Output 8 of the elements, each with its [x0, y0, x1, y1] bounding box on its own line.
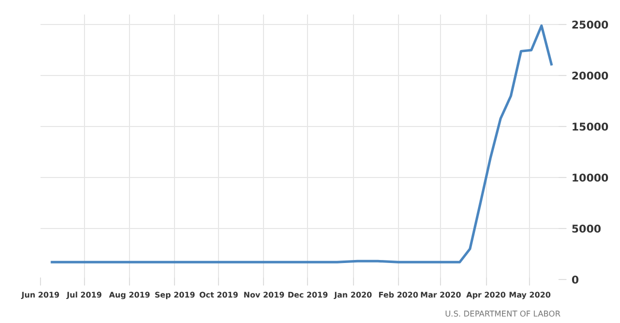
y-tick-label: 20000: [572, 70, 609, 83]
y-tick-label: 5000: [572, 222, 602, 236]
y-tick-label: 25000: [572, 18, 609, 32]
line-series: [49, 24, 553, 264]
text: U.S. DEPARTMENT OF LABOR: [444, 310, 561, 318]
y-tick-label: 0: [572, 274, 579, 286]
y-tick-label: 10000: [572, 172, 609, 185]
y-tick-label: 15000: [572, 120, 609, 134]
